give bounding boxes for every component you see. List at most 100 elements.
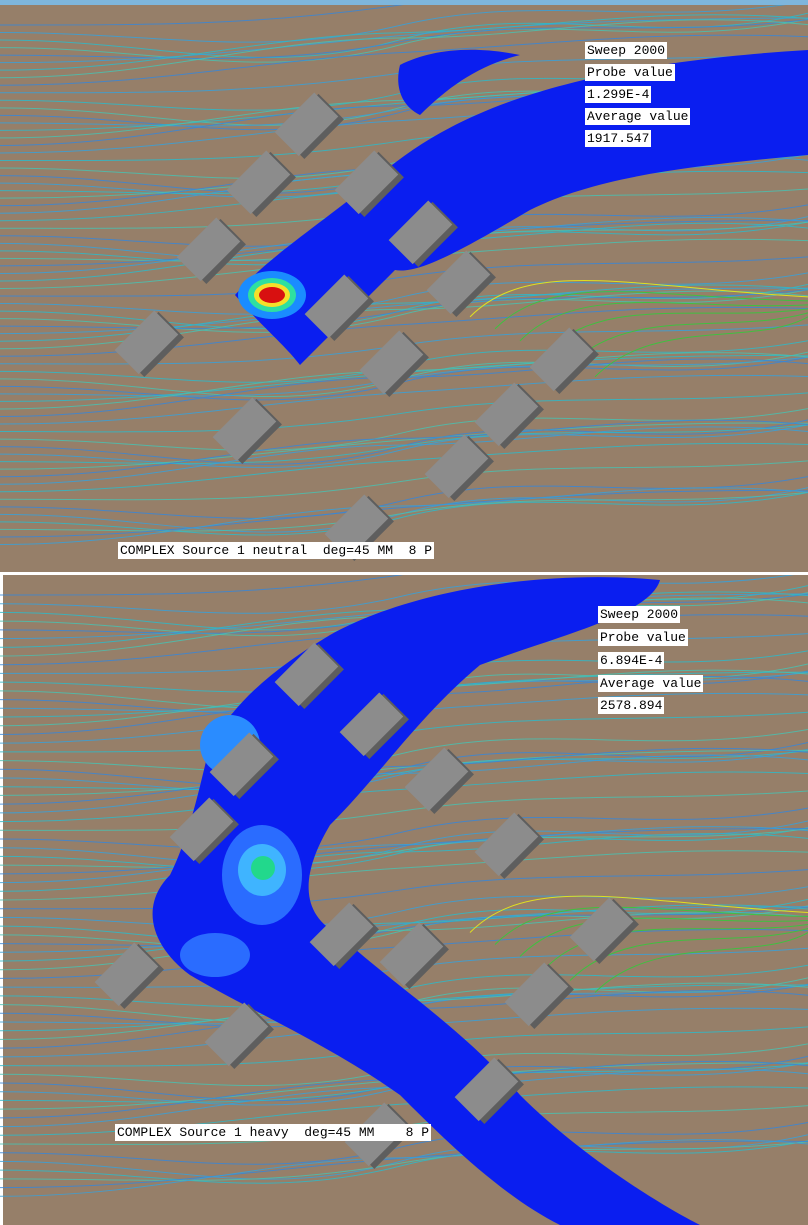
building xyxy=(404,747,474,814)
building-roof xyxy=(114,310,179,375)
building-roof xyxy=(204,1002,269,1067)
building xyxy=(529,327,599,394)
streamline-green xyxy=(519,302,808,342)
building-roof xyxy=(569,897,634,962)
building xyxy=(274,642,344,709)
building xyxy=(569,897,639,964)
streamline xyxy=(0,833,808,892)
building xyxy=(454,1057,524,1124)
probe-label: Probe value xyxy=(585,64,675,81)
building xyxy=(209,732,279,799)
building-roof xyxy=(209,732,274,797)
building xyxy=(169,797,239,864)
concentration-peak xyxy=(259,287,285,303)
building xyxy=(388,200,458,267)
building-roof xyxy=(309,902,374,967)
streamline xyxy=(0,820,808,866)
probe-value: 1.299E-4 xyxy=(585,86,652,103)
streamline xyxy=(0,492,808,536)
building-roof xyxy=(274,642,339,707)
building-roof xyxy=(388,200,453,265)
streamline-green xyxy=(569,312,808,366)
streamline xyxy=(0,898,808,945)
streamline xyxy=(0,392,808,433)
building xyxy=(339,692,409,759)
streamline-green xyxy=(494,291,808,330)
building xyxy=(379,922,449,989)
building-roof xyxy=(212,397,277,462)
streamline xyxy=(0,424,808,464)
streamline xyxy=(0,750,808,791)
building xyxy=(304,274,374,341)
streamline xyxy=(0,742,808,788)
streamline-green xyxy=(594,316,808,378)
building-roof xyxy=(474,382,539,447)
building xyxy=(424,434,494,501)
building xyxy=(212,397,282,464)
building-roof xyxy=(359,330,424,395)
streamline xyxy=(0,1141,808,1181)
building-roof xyxy=(379,922,444,987)
average-label: Average value xyxy=(598,675,704,692)
streamline-green xyxy=(519,917,808,957)
building xyxy=(426,250,496,317)
streamline xyxy=(0,1121,808,1165)
building-roof xyxy=(169,797,234,862)
caption: COMPLEX Source 1 neutral deg=45 MM 8 P xyxy=(118,542,435,559)
streamline xyxy=(0,5,404,26)
streamline xyxy=(0,869,808,910)
streamline-green xyxy=(569,928,808,981)
streamline xyxy=(0,729,808,772)
streamline xyxy=(0,256,808,297)
building-roof xyxy=(334,150,399,215)
average-label: Average value xyxy=(585,108,691,125)
flow-field xyxy=(0,575,808,1225)
streamline-green xyxy=(469,280,808,318)
building-roof xyxy=(94,942,159,1007)
streamline xyxy=(0,424,808,468)
building-roof xyxy=(339,692,404,757)
streamline xyxy=(0,14,808,71)
concentration-peak xyxy=(251,856,275,880)
plume xyxy=(235,50,808,365)
building-roof xyxy=(474,812,539,877)
streamline xyxy=(0,17,808,64)
probe-label: Probe value xyxy=(598,629,688,646)
streamline xyxy=(0,419,808,478)
building xyxy=(474,812,544,879)
lower-view: Sweep 2000 Probe value 6.894E-4 Average … xyxy=(0,575,808,1225)
concentration-secondary xyxy=(180,933,250,977)
streamline xyxy=(0,283,808,330)
building-roof xyxy=(176,217,241,282)
building-roof xyxy=(424,434,489,499)
building-roof xyxy=(274,92,339,157)
streamline xyxy=(0,807,808,850)
average-value: 1917.547 xyxy=(585,130,652,147)
streamline-green xyxy=(544,924,808,969)
upper-view: Sweep 2000 Probe value 1.299E-4 Average … xyxy=(0,5,808,572)
streamline xyxy=(0,1140,808,1184)
plume-upper xyxy=(398,49,520,115)
building xyxy=(309,902,379,969)
streamline xyxy=(0,374,808,425)
flow-field xyxy=(0,5,808,572)
streamline xyxy=(0,272,808,315)
streamline xyxy=(0,748,808,793)
streamline xyxy=(0,289,808,333)
streamline xyxy=(0,1139,808,1197)
streamline xyxy=(0,790,808,831)
streamline xyxy=(0,34,808,86)
building xyxy=(359,330,429,397)
sweep-label: Sweep 2000 xyxy=(585,42,668,59)
building xyxy=(334,150,404,217)
streamline xyxy=(0,1140,808,1189)
building-roof xyxy=(426,250,491,315)
streamline-green xyxy=(469,895,808,933)
streamline xyxy=(0,827,808,871)
streamline-green xyxy=(594,932,808,993)
streamline xyxy=(0,19,808,59)
building-roof xyxy=(454,1057,519,1122)
building xyxy=(226,150,296,217)
streamline xyxy=(0,575,794,614)
